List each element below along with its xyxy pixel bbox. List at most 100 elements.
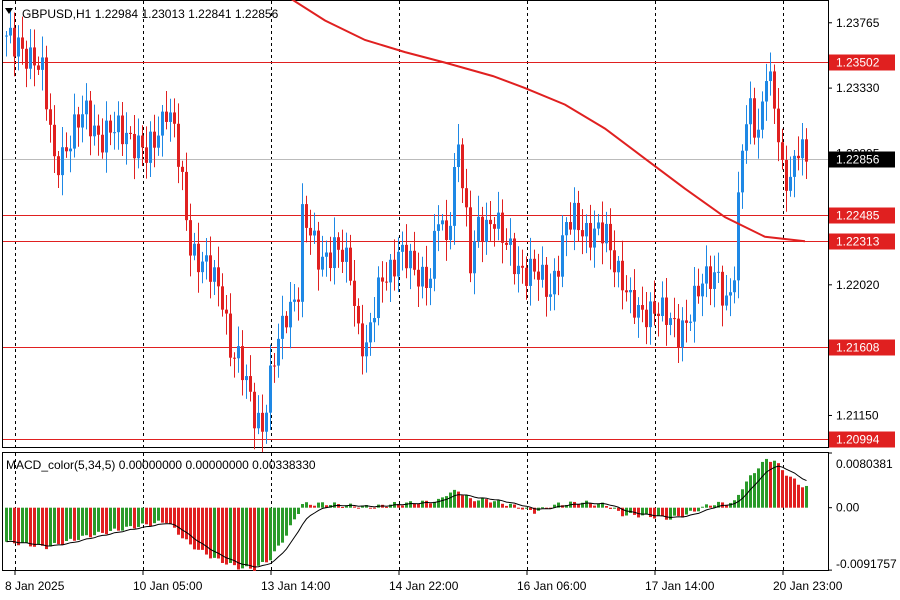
candles-series [5,7,808,453]
macd-bar [665,507,668,520]
price-axis[interactable]: 1.237651.233301.228951.220201.211501.228… [828,16,895,423]
macd-bar [373,507,376,509]
candle-body [645,309,648,328]
macd-bar [701,506,704,508]
macd-axis[interactable]: 0.0080381 0.00 -0.0091757 [828,452,897,571]
macd-bar [601,502,604,508]
candle-body [489,219,492,225]
macd-bar [409,501,412,508]
macd-bar [669,507,672,520]
candle-body [61,147,64,176]
macd-bar [41,507,44,546]
macd-bar [457,491,460,508]
macd-bar [45,507,48,550]
macd-bar [605,506,608,508]
macd-bar [133,507,136,529]
candle-body [449,225,452,240]
macd-bar [269,507,272,561]
candle-body [53,124,56,157]
candle-body [317,230,320,270]
candle-body [477,216,480,242]
macd-bar [81,507,84,536]
level-label-box [829,431,895,448]
candle-body [765,81,768,102]
candle-body [113,132,116,134]
candle-body [745,124,748,151]
macd-bar [521,507,524,510]
candle-body [685,320,688,323]
macd-bar [233,507,236,566]
candle-body [73,114,76,149]
current-price-box [829,151,895,168]
macd-bar [161,507,164,523]
candle-body [625,290,628,293]
macd-bar [329,504,332,508]
candle-body [21,37,24,49]
macd-bar [769,461,772,508]
candle-body [389,259,392,283]
level-label: 1.22485 [836,209,880,223]
candle-body [85,100,88,115]
candle-body [757,129,760,138]
candle-body [405,244,408,269]
macd-bar [645,507,648,514]
macd-bar [465,495,468,508]
time-axis[interactable]: 8 Jan 2025 10 Jan 05:00 13 Jan 14:00 14 Jan… [5,570,843,593]
macd-bar [501,503,504,508]
macd-bar [661,507,664,517]
macd-bar [557,502,560,508]
macd-pane[interactable] [2,452,829,571]
candle-body [433,230,436,279]
macd-bar [677,507,680,516]
candle-body [473,241,476,274]
macd-bar [153,507,156,524]
macd-bar [345,505,348,508]
macd-bar [65,507,68,541]
macd-bar [89,507,92,538]
collapse-triangle-icon[interactable] [5,8,13,14]
candle-body [597,222,600,229]
candle-body [605,223,608,244]
candle-body [205,255,208,262]
candle-body [505,242,508,245]
time-tick-label: 10 Jan 05:00 [133,579,203,593]
level-label: 1.20994 [836,433,880,447]
macd-bar [425,500,428,508]
candle-body [569,222,572,230]
time-tick-label: 13 Jan 14:00 [261,579,331,593]
candle-body [621,260,624,291]
macd-bar [289,507,292,526]
macd-bar [297,507,300,514]
candle-body [441,220,444,225]
candle-body [397,251,400,277]
candle-body [713,272,716,289]
candle-body [673,318,676,320]
price-pane[interactable] [2,0,829,448]
macd-bar [581,502,584,508]
macd-bar [277,507,280,546]
candle-body [337,237,340,250]
candle-body [737,192,740,281]
candle-body [741,150,744,193]
macd-bar [201,507,204,550]
candle-body [221,286,224,310]
macd-bar [481,497,484,508]
candle-body [49,109,52,125]
candle-body [561,235,564,277]
macd-bar [97,507,100,532]
candle-body [329,252,332,269]
candle-body [173,112,176,124]
macd-bar [517,507,520,509]
macd-bar [129,507,132,527]
candle-body [357,305,360,324]
candle-body [429,278,432,289]
candle-body [417,269,420,287]
moving-average-line [290,0,806,243]
candle-body [773,71,776,109]
macd-bar [693,507,696,512]
level-labels: 1.23502 1.22485 1.22313 1.21608 1.20994 [829,54,895,448]
macd-bar [273,507,276,552]
macd-bar [473,501,476,508]
candle-body [409,250,412,269]
